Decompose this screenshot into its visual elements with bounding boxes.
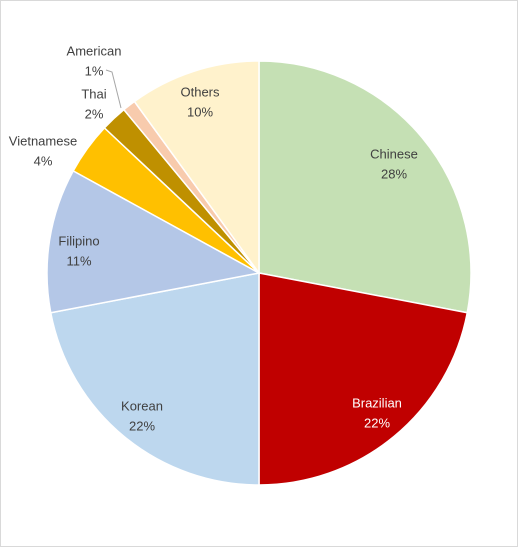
slice-value-label: 28% [381, 166, 407, 181]
slice-label: Thai [81, 86, 106, 101]
slice-label: Filipino [58, 233, 99, 248]
slice-value-label: 1% [85, 63, 104, 78]
pie-slice [133, 60, 260, 276]
slice-label: Chinese [370, 146, 418, 161]
slice-label: Others [180, 84, 220, 99]
slice-value-label: 22% [364, 415, 390, 430]
slice-value-label: 10% [187, 104, 213, 119]
pie-slice [49, 272, 260, 486]
slice-value-label: 4% [34, 153, 53, 168]
slice-value-label: 11% [66, 253, 91, 268]
pie-slice [258, 272, 469, 486]
slice-label: American [67, 43, 122, 58]
slice-label: Vietnamese [9, 133, 77, 148]
slice-label: Korean [121, 398, 163, 413]
pie-slice [258, 60, 472, 314]
slice-value-label: 2% [85, 106, 104, 121]
leader-line [105, 69, 122, 109]
slice-label: Brazilian [352, 395, 402, 410]
slice-value-label: 22% [129, 418, 155, 433]
labels: Chinese 28% Brazilian 22% Korean 22% Filipino 1… [9, 43, 418, 433]
pie [46, 60, 472, 486]
pie-slice [46, 169, 262, 314]
